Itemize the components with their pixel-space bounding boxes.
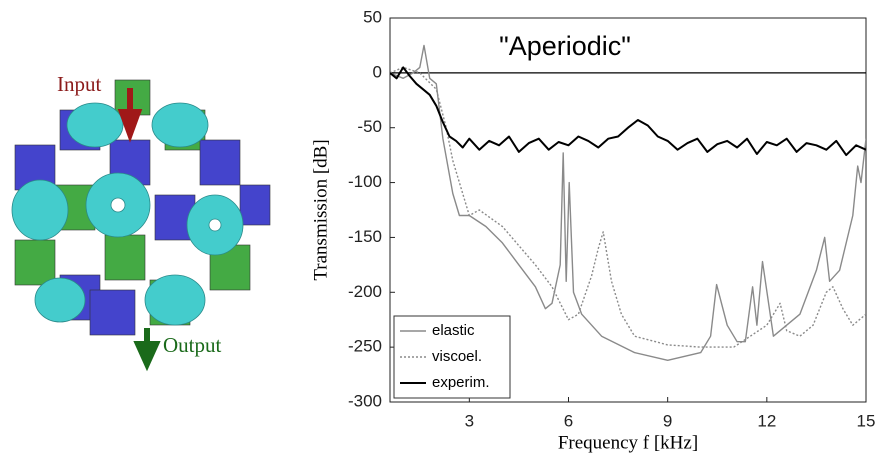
spheres: [11, 102, 244, 326]
y-tick-label: -100: [348, 172, 382, 191]
x-tick-label: 3: [465, 411, 474, 430]
legend-label: viscoel.: [432, 348, 482, 365]
y-tick-label: -50: [357, 117, 382, 136]
y-tick-label: 0: [373, 62, 382, 81]
y-tick-label: -250: [348, 337, 382, 356]
x-tick-label: 15: [857, 411, 876, 430]
legend-label: elastic: [432, 322, 475, 339]
output-arrow: [133, 328, 161, 372]
series-line: [390, 66, 866, 348]
y-tick-label: -200: [348, 282, 382, 301]
plot-area: [390, 44, 866, 361]
series-line: [390, 44, 866, 361]
input-arrow: [117, 88, 143, 143]
input-label: Input: [57, 72, 101, 96]
y-tick-label: -150: [348, 227, 382, 246]
x-tick-label: 12: [757, 411, 776, 430]
y-tick-label: -300: [348, 391, 382, 410]
plot-frame: [389, 17, 867, 403]
y-tick-label: 50: [363, 7, 382, 26]
x-axis-label: Frequency f [kHz]: [558, 432, 698, 453]
output-label: Output: [163, 333, 222, 357]
series-line: [390, 66, 866, 157]
lattice-illustration: Input Output: [11, 72, 271, 372]
chart-title: "Aperiodic": [499, 31, 631, 61]
legend-label: experim.: [432, 374, 490, 391]
y-axis-label: Transmission [dB]: [310, 139, 331, 280]
x-tick-label: 6: [564, 411, 573, 430]
x-tick-label: 9: [663, 411, 672, 430]
